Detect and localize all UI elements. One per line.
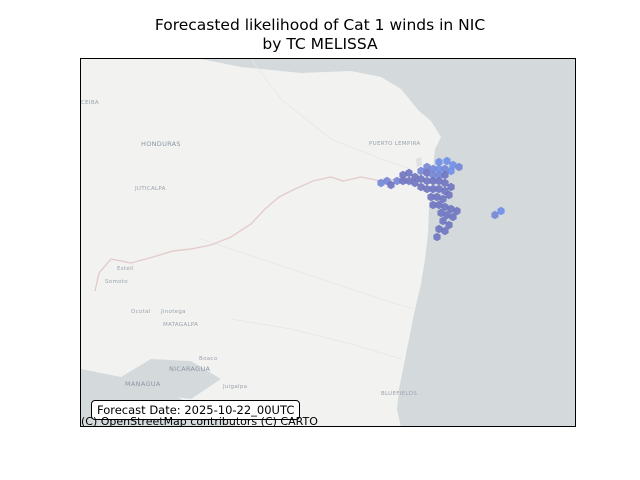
hexbin-cell	[429, 170, 437, 180]
river	[250, 59, 412, 170]
hexbin-cell	[427, 192, 435, 202]
hexbin-cell	[399, 176, 407, 186]
place-label: MATAGALPA	[163, 322, 198, 328]
place-label: Juigalpa	[222, 384, 247, 390]
hexbin-cell	[423, 176, 431, 186]
hexbin-cell	[497, 206, 505, 216]
hexbin-cell	[435, 200, 443, 210]
place-label: Estelí	[117, 265, 134, 272]
hexbin-cell	[393, 176, 401, 186]
hexbin-cell	[429, 200, 437, 210]
map-frame[interactable]: CEIBA HONDURAS PUERTO LEMPIRA JUTICALPA …	[80, 58, 576, 427]
hexbin-cell	[435, 164, 443, 174]
hexbin-cell	[429, 184, 437, 194]
hexbin-cell	[405, 176, 413, 186]
chart-title-line-1: Forecasted likelihood of Cat 1 winds in …	[154, 16, 486, 34]
hexbin-cell	[439, 216, 447, 226]
place-label: Somoto	[105, 279, 128, 285]
lagoon	[416, 157, 422, 167]
hexbin-cell	[435, 224, 443, 234]
hexbin-cell	[423, 168, 431, 178]
hexbin-cell	[437, 208, 445, 218]
hexbin-cell	[433, 232, 441, 242]
place-label: HONDURAS	[141, 140, 181, 148]
hexbin-cell	[411, 178, 419, 188]
place-label: Ocotal	[131, 309, 151, 315]
hexbin-cell	[435, 176, 443, 186]
place-label: Jinotega	[160, 309, 186, 315]
hexbin-cell	[429, 164, 437, 174]
hexbin-cell	[435, 170, 443, 180]
hexbin-cell	[449, 212, 457, 222]
hexbin-cell	[441, 170, 449, 180]
hexbin-cell	[439, 194, 447, 204]
river	[200, 238, 414, 310]
hexbin-cell	[447, 204, 455, 214]
hexbin-cell	[447, 182, 455, 192]
hexbin-cell	[417, 182, 425, 192]
hexbin-cell	[445, 220, 453, 230]
hexbin-cell	[411, 172, 419, 182]
hexbin-cell	[423, 162, 431, 172]
hexbin-cell	[441, 226, 449, 236]
hexbin-cell	[377, 178, 385, 188]
likelihood-hexbins	[377, 156, 505, 242]
hexbin-cell	[445, 190, 453, 200]
hexbin-cell	[417, 166, 425, 176]
hexbin-cell	[443, 210, 451, 220]
land-mass	[81, 59, 441, 426]
hexbin-cell	[399, 170, 407, 180]
hexbin-cell	[429, 176, 437, 186]
hexbin-cell	[453, 206, 461, 216]
river	[230, 318, 402, 360]
hexbin-cell	[441, 202, 449, 212]
lake	[121, 359, 221, 399]
place-label: Boaco	[199, 356, 218, 362]
place-label: MANAGUA	[125, 380, 161, 388]
place-label: PUERTO LEMPIRA	[369, 141, 420, 147]
hexbin-cell	[435, 157, 443, 167]
forecast-date-label: Forecast Date: 2025-10-22_00UTC	[91, 400, 301, 420]
hexbin-cell	[435, 184, 443, 194]
map-attribution: (C) OpenStreetMap contributors (C) CARTO	[81, 415, 318, 428]
country-border	[94, 176, 422, 292]
hexbin-cell	[387, 180, 395, 190]
hexbin-cell	[441, 178, 449, 188]
place-label: JUTICALPA	[134, 186, 166, 192]
hexbin-cell	[455, 162, 463, 172]
hexbin-cell	[417, 174, 425, 184]
chart-title-line-2: by TC MELISSA	[262, 35, 378, 53]
place-label: BLUEFIELDS	[381, 391, 417, 397]
hexbin-cell	[441, 164, 449, 174]
basemap: CEIBA HONDURAS PUERTO LEMPIRA JUTICALPA …	[81, 59, 575, 426]
place-label: NICARAGUA	[169, 365, 211, 373]
hexbin-cell	[423, 184, 431, 194]
hexbin-cell	[447, 166, 455, 176]
hexbin-cell	[491, 210, 499, 220]
hexbin-cell	[443, 156, 451, 166]
place-label: CEIBA	[81, 100, 99, 106]
hexbin-cell	[433, 192, 441, 202]
hexbin-cell	[405, 168, 413, 178]
